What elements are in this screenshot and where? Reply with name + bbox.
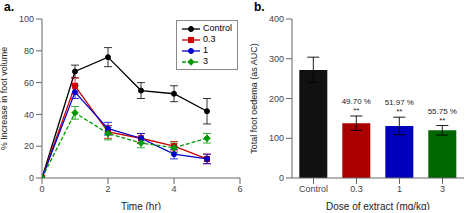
svg-text:60: 60 [24,78,34,88]
svg-text:3: 3 [440,184,445,194]
svg-text:200: 200 [269,94,284,104]
svg-text:20: 20 [24,141,34,151]
svg-text:100: 100 [19,14,34,24]
svg-text:51.97 %: 51.97 % [385,98,414,107]
svg-text:0: 0 [29,173,34,183]
svg-text:0: 0 [279,173,284,183]
html-text:a.: a. [4,0,14,14]
svg-text:100: 100 [269,133,284,143]
svg-text:Total foot oedema (as AUC): Total foot oedema (as AUC) [250,43,259,154]
html-text:b.: b. [254,0,265,14]
svg-text:49.70 %: 49.70 % [342,97,371,106]
svg-text:6: 6 [237,184,242,194]
svg-text:80: 80 [24,46,34,56]
html-text:0.3: 0.3 [203,34,216,44]
svg-text:40: 40 [24,110,34,120]
svg-text:Time (hr): Time (hr) [121,201,161,210]
html-text:1: 1 [203,45,208,55]
html-text:3: 3 [203,56,208,66]
svg-text:0: 0 [39,184,44,194]
svg-text:% Increase in foot volume: % Increase in foot volume [0,47,9,151]
svg-text:4: 4 [171,184,176,194]
svg-text:300: 300 [269,54,284,64]
svg-text:0.3: 0.3 [350,184,363,194]
svg-text:Dose of extract (mg/kg): Dose of extract (mg/kg) [326,201,430,210]
svg-text:400: 400 [269,14,284,24]
svg-text:**: ** [353,106,359,115]
svg-text:Control: Control [299,184,328,194]
svg-text:**: ** [396,107,402,116]
html-text:Control: Control [203,23,232,33]
svg-text:55.75 %: 55.75 % [428,107,457,116]
svg-text:**: ** [439,116,445,125]
svg-text:2: 2 [105,184,110,194]
svg-text:1: 1 [397,184,402,194]
